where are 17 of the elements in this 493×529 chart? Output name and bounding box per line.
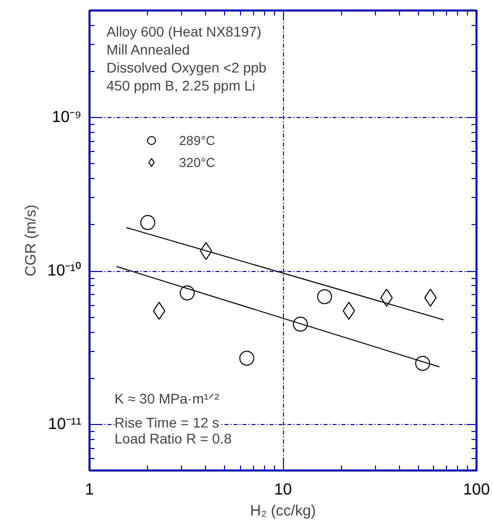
annotation: Alloy 600 (Heat NX8197) [106,24,262,40]
annotation: K ≈ 30 MPa·m¹ᐟ² [114,390,220,406]
x-tick-label: 100 [463,482,490,498]
annotation: Dissolved Oxygen <2 ppb [106,60,267,76]
x-axis-title: H₂ (cc/kg) [250,502,316,520]
y-tick-label: 10⁻¹⁰ [47,262,82,280]
legend-label: 320°C [179,154,216,170]
y-tick-label: 10⁻¹¹ [48,416,82,433]
annotation: Rise Time = 12 s [114,414,220,430]
y-tick-label: 10⁻⁹ [52,109,82,126]
annotation: Load Ratio R = 0.8 [114,430,232,446]
annotation: 450 ppm B, 2.25 ppm Li [106,78,256,94]
annotation: Mill Annealed [106,42,190,58]
y-axis-title: CGR (m/s) [22,204,40,276]
x-tick-label: 10 [274,482,292,498]
legend-label: 289°C [179,132,216,148]
x-tick-label: 1 [85,482,94,498]
